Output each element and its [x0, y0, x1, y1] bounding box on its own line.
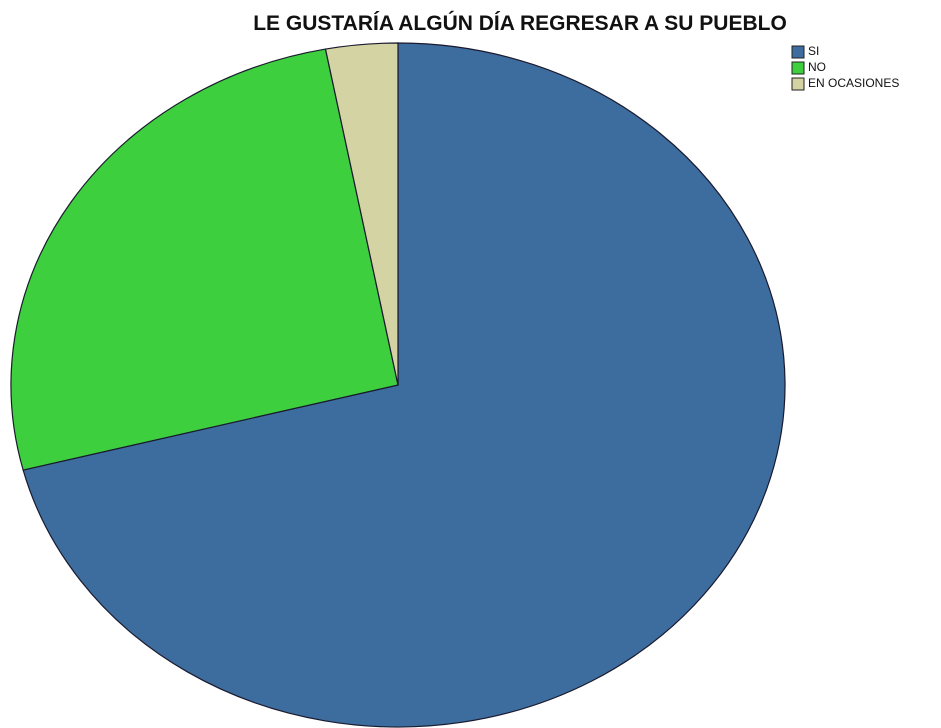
- legend-label: SI: [808, 44, 819, 58]
- legend-label: EN OCASIONES: [808, 76, 899, 90]
- pie-slice: [324, 42, 399, 386]
- chart-title: LE GUSTARÍA ALGÚN DÍA REGRESAR A SU PUEB…: [253, 11, 787, 35]
- legend-swatch: [791, 61, 805, 75]
- legend-label: NO: [808, 60, 826, 74]
- pie-slice: [22, 42, 786, 728]
- legend-swatch: [791, 77, 805, 91]
- legend-swatch: [791, 45, 805, 59]
- pie-slice: [10, 48, 399, 471]
